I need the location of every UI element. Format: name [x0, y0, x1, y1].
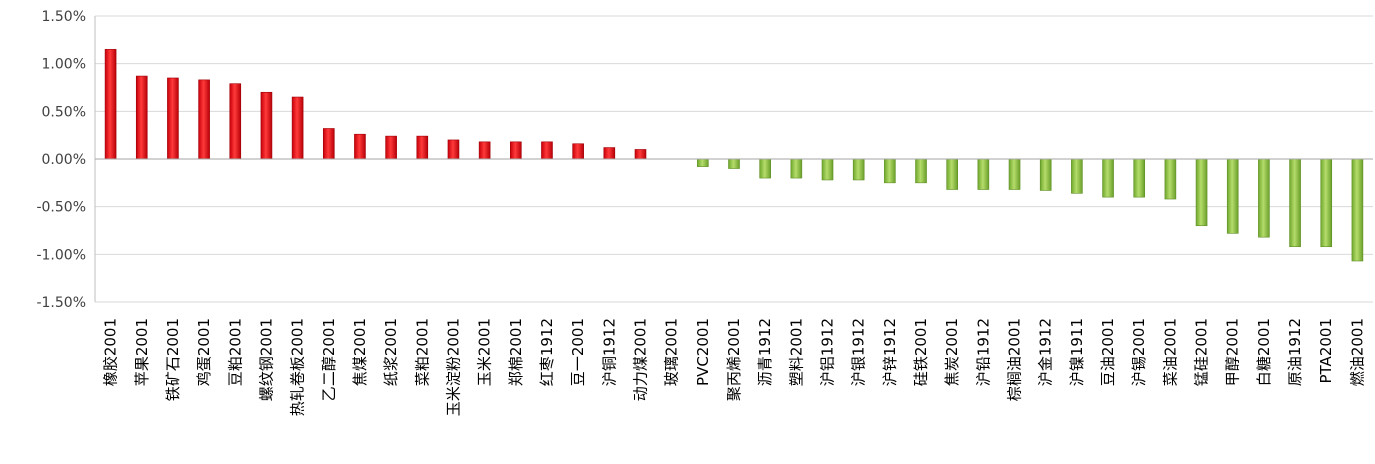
x-tick-label: 聚丙烯2001	[725, 318, 743, 401]
bar-14	[510, 141, 522, 160]
x-tick-label: PVC2001	[694, 318, 712, 386]
bar-34	[1133, 158, 1146, 198]
bar-37	[1226, 158, 1239, 234]
x-tick-label: 玻璃2001	[663, 318, 681, 386]
x-tick-label: 鸡蛋2001	[195, 318, 213, 386]
x-tick-label: 苹果2001	[133, 318, 151, 386]
bar-29	[977, 158, 990, 190]
x-tick-label: 豆粕2001	[226, 318, 244, 386]
x-tick-label: 橡胶2001	[102, 318, 120, 386]
bar-23	[790, 158, 803, 179]
bar-12	[447, 139, 460, 160]
y-tick-label: 1.50%	[42, 9, 86, 25]
x-tick-label: 沪锌1912	[881, 318, 899, 386]
x-tick-label: 沪铝1912	[819, 318, 837, 386]
x-tick-label: 沪银1912	[850, 318, 868, 386]
x-tick-label: 豆一2001	[569, 318, 587, 386]
bar-8	[322, 128, 335, 160]
bar-33	[1102, 158, 1114, 198]
bar-18	[634, 149, 647, 160]
x-tick-label: 热轧卷板2001	[289, 318, 307, 416]
x-tick-label: 沥青1912	[756, 318, 774, 386]
x-tick-label: 纸浆2001	[382, 318, 400, 386]
x-tick-label: 红枣1912	[538, 318, 556, 386]
bar-31	[1039, 158, 1052, 191]
bar-20	[697, 158, 709, 167]
bar-26	[884, 158, 896, 184]
y-tick-label: 1.00%	[42, 57, 86, 73]
bar-32	[1071, 158, 1083, 194]
x-tick-label: 沪铜1912	[600, 318, 618, 386]
bar-11	[416, 135, 429, 160]
x-tick-label: 螺纹钢2001	[257, 318, 275, 401]
bar-40	[1320, 158, 1333, 248]
bar-1	[104, 49, 117, 160]
bar-30	[1008, 158, 1021, 190]
bar-16	[572, 143, 584, 160]
bar-13	[478, 141, 491, 160]
x-tick-label: 塑料2001	[787, 318, 805, 386]
y-tick-label: -1.00%	[36, 247, 86, 263]
y-tick-label: -0.50%	[36, 200, 86, 216]
bar-15	[541, 141, 553, 160]
bar-2	[135, 75, 148, 160]
bar-36	[1195, 158, 1208, 227]
x-tick-label: 甲醇2001	[1224, 318, 1242, 386]
x-tick-label: 沪镍1911	[1068, 318, 1086, 386]
bar-5	[229, 83, 242, 160]
x-tick-label: 菜粕2001	[413, 318, 431, 386]
x-tick-label: 焦炭2001	[943, 318, 961, 386]
bar-41	[1351, 158, 1364, 262]
x-tick-label: PTA2001	[1317, 318, 1335, 383]
bar-17	[603, 147, 616, 160]
bar-27	[915, 158, 927, 184]
x-tick-label: 燃油2001	[1348, 318, 1366, 386]
bar-10	[385, 135, 397, 160]
x-tick-label: 玉米2001	[476, 318, 494, 386]
x-tick-label: 硅铁2001	[912, 318, 930, 386]
x-tick-label: 锰硅2001	[1193, 318, 1211, 386]
x-tick-label: 棕榈油2001	[1006, 318, 1024, 401]
bars	[104, 49, 1364, 262]
bar-9	[354, 133, 366, 160]
x-axis-tick-labels: 橡胶2001 苹果2001 铁矿石2001 鸡蛋2001 豆粕2001 螺纹钢2001 热轧…	[102, 318, 1367, 416]
x-tick-label: 原油1912	[1286, 318, 1304, 386]
x-tick-label: 菜油2001	[1161, 318, 1179, 386]
x-tick-label: 铁矿石2001	[164, 318, 182, 401]
x-tick-label: 沪锡2001	[1130, 318, 1148, 386]
x-tick-label: 玉米淀粉2001	[445, 318, 463, 416]
x-tick-label: 沪金1912	[1037, 318, 1055, 386]
x-tick-label: 乙二醇2001	[320, 318, 338, 401]
x-tick-label: 郑棉2001	[507, 318, 525, 386]
bar-3	[167, 77, 179, 160]
axes	[94, 16, 1373, 302]
bar-38	[1258, 158, 1270, 238]
y-tick-label: 0.50%	[42, 104, 86, 120]
bar-4	[198, 79, 210, 160]
x-tick-label: 焦煤2001	[351, 318, 369, 386]
bar-22	[759, 158, 771, 179]
bar-39	[1289, 158, 1301, 248]
bar-24	[821, 158, 834, 181]
bar-7	[291, 96, 304, 160]
bar-21	[728, 158, 740, 169]
x-tick-label: 豆油2001	[1099, 318, 1117, 386]
x-tick-label: 动力煤2001	[632, 318, 650, 401]
y-axis-tick-labels: 1.50% 1.00% 0.50% 0.00% -0.50% -1.00% -1.50%	[36, 9, 86, 311]
x-tick-label: 沪铅1912	[974, 318, 992, 386]
bar-28	[946, 158, 958, 190]
bar-25	[852, 158, 865, 181]
x-tick-label: 白糖2001	[1255, 318, 1273, 386]
bar-6	[260, 91, 273, 160]
y-tick-label: -1.50%	[36, 295, 86, 311]
y-tick-label: 0.00%	[42, 152, 86, 168]
bar-35	[1164, 158, 1177, 200]
